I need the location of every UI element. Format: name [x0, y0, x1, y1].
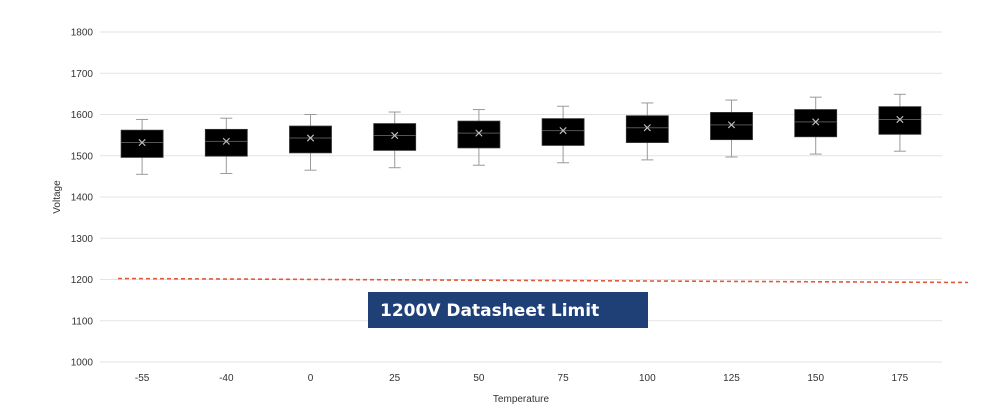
mean-marker	[812, 118, 820, 126]
box	[878, 106, 922, 135]
y-tick-label: 1600	[71, 110, 94, 121]
y-tick-labels: 1000 1100 1200 1300 1400 1500 1600 1700 1800	[71, 28, 94, 369]
x-tick-label: -40	[219, 373, 234, 384]
mean-marker	[222, 137, 230, 145]
box-group	[289, 114, 332, 171]
box	[794, 109, 838, 138]
mean-marker	[896, 115, 904, 124]
x-tick-label: 25	[389, 373, 401, 384]
x-tick-label: -55	[135, 373, 150, 384]
box-group	[625, 102, 669, 161]
box-group	[710, 99, 753, 158]
box	[625, 115, 669, 143]
box-group	[373, 111, 417, 169]
x-tick-label: 75	[558, 373, 570, 384]
mean-marker	[391, 131, 399, 140]
x-tick-label: 175	[892, 373, 909, 384]
y-tick-label: 1800	[71, 28, 94, 39]
box	[710, 112, 753, 141]
limit-line	[117, 277, 969, 284]
y-tick-label: 1000	[71, 358, 94, 369]
box-group	[120, 118, 164, 175]
box	[541, 118, 585, 146]
x-tick-label: 125	[723, 373, 740, 384]
y-tick-label: 1300	[71, 234, 94, 245]
mean-marker	[559, 126, 567, 135]
x-tick-label: 0	[308, 373, 314, 384]
y-axis-label: Voltage	[52, 180, 63, 214]
box	[289, 125, 332, 154]
x-tick-label: 150	[807, 373, 824, 384]
mean-marker	[643, 124, 651, 132]
y-tick-label: 1700	[71, 69, 94, 80]
annotation-text: 1200V Datasheet Limit	[380, 301, 599, 321]
mean-marker	[727, 121, 736, 129]
x-tick-label: 100	[639, 373, 656, 384]
box	[457, 120, 501, 149]
y-tick-label: 1400	[71, 193, 94, 204]
y-tick-label: 1100	[71, 316, 93, 327]
box-group	[541, 105, 585, 164]
box	[120, 129, 164, 158]
y-tick-label: 1500	[71, 151, 94, 162]
mean-marker	[475, 129, 483, 137]
box-plots	[120, 93, 922, 175]
mean-marker	[138, 138, 146, 147]
box-group	[878, 93, 922, 152]
box	[373, 123, 417, 151]
y-tick-label: 1200	[71, 275, 94, 286]
annotation-box	[368, 292, 648, 328]
box-group	[204, 117, 248, 174]
mean-marker	[306, 134, 315, 142]
x-axis-label: Temperature	[493, 394, 550, 405]
box-group	[794, 96, 838, 155]
box	[204, 128, 248, 157]
x-tick-label: 50	[473, 373, 485, 384]
x-tick-labels: -55 -40 0 25 50 75 100 125 150 175	[135, 373, 909, 384]
box-group	[457, 109, 501, 166]
